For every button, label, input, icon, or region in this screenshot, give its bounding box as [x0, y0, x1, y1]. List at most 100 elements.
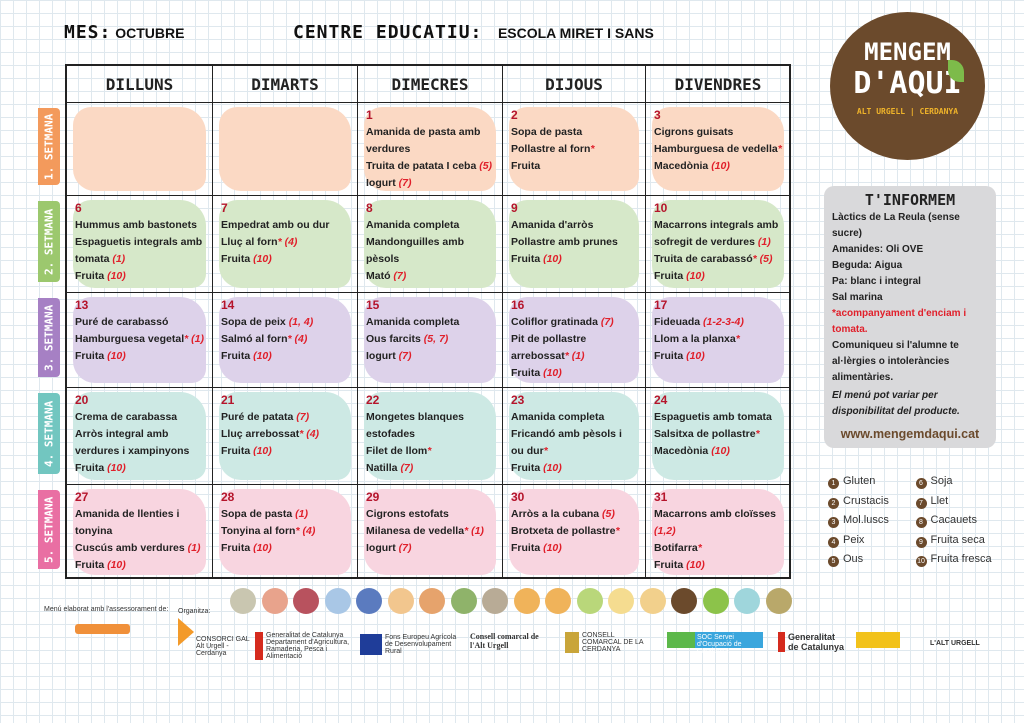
cell-background	[652, 107, 784, 191]
day-cell	[67, 102, 213, 195]
day-header: DILLUNS	[67, 66, 213, 102]
website-link[interactable]: www.mengemdaqui.cat	[840, 427, 980, 441]
dish: Macarrons integrals amb sofregit de verd…	[654, 219, 779, 248]
day-number: 27	[75, 490, 89, 504]
cell-background	[652, 489, 784, 575]
week-label: 2. SETMANA	[38, 201, 60, 282]
cell-background	[219, 489, 351, 575]
food-category-icon	[356, 588, 382, 614]
dish: Mandonguilles amb pèsols	[366, 236, 465, 265]
day-header: DIMARTS	[213, 66, 358, 102]
dish: Sopa de pasta (1)	[221, 508, 308, 520]
food-category-icon	[230, 588, 256, 614]
dish: Pollastre al forn*	[511, 143, 595, 155]
allergen-mark: *	[777, 143, 782, 155]
day-number: 21	[221, 393, 235, 407]
day-number: 29	[366, 490, 380, 504]
day-cell: 8 Amanida completa Mandonguilles amb pèsol…	[358, 195, 503, 292]
dish: Mongetes blanques estofades	[366, 411, 465, 440]
day-cell: 10 Macarrons integrals amb sofregit de ve…	[646, 195, 791, 292]
allergen-number-icon: 3	[828, 517, 839, 528]
allergen-number-icon: 7	[915, 497, 927, 509]
consorci-gal-logo	[178, 618, 194, 646]
allergen-number-icon: 6	[915, 478, 927, 489]
day-number: 31	[654, 490, 668, 504]
dish: Crema de carabassa	[75, 411, 178, 423]
cell-background	[652, 297, 784, 383]
cell-background	[219, 107, 351, 191]
cell-background	[73, 107, 206, 191]
allergen-mark: (10)	[253, 445, 272, 457]
allergen-mark: (1)	[112, 253, 126, 265]
dish: Fruita (10)	[654, 559, 705, 571]
dish: Fruita (10)	[75, 559, 126, 571]
centre-header: CENTRE EDUCATIU: ESCOLA MIRET I SANS	[293, 22, 654, 43]
dish: Iogurt (7)	[366, 350, 412, 362]
cell-background	[509, 200, 639, 288]
allergen-mark: (1)	[295, 508, 308, 520]
advisor-signature-logo	[75, 624, 130, 634]
food-category-icon	[261, 588, 288, 614]
allergen-mark: (7)	[393, 270, 407, 282]
food-category-icon	[324, 588, 351, 614]
day-header: DIVENDRES	[646, 66, 791, 102]
allergen-mark: (1)	[757, 236, 771, 248]
day-cell: 14 Sopa de peix (1, 4) Salmó al forn* (4) F…	[213, 292, 358, 387]
allergen-mark: (7)	[398, 350, 412, 362]
food-category-icon	[702, 588, 729, 614]
cell-background	[73, 392, 206, 480]
dish: Iogurt (7)	[366, 542, 412, 554]
allergen-item: 8 Cacauets	[915, 511, 1004, 531]
cell-background	[219, 392, 351, 480]
allergen-mark: (5, 7)	[423, 333, 449, 345]
allergen-mark: (7)	[400, 462, 414, 474]
cell-background	[509, 489, 639, 575]
cell-background	[364, 200, 496, 288]
dish: Truita de patata I ceba (5)	[366, 160, 493, 172]
day-number: 24	[654, 393, 668, 407]
dish: Fruita (10)	[221, 253, 272, 265]
allergen-mark: (10)	[253, 253, 272, 265]
day-header: DIJOUS	[503, 66, 646, 102]
allergen-mark: * (4)	[287, 333, 308, 345]
allergen-item: 7 Llet	[915, 492, 1004, 512]
allergen-mark: (10)	[686, 559, 705, 571]
day-number: 14	[221, 298, 235, 312]
allergen-item: 4 Peix	[828, 531, 916, 551]
allergen-mark: * (5)	[752, 253, 773, 265]
cell-background	[509, 297, 639, 383]
dish: Fruita (10)	[221, 445, 272, 457]
cell-background	[73, 489, 206, 575]
allergen-mark: (10)	[107, 350, 126, 362]
allergen-mark: *	[590, 143, 595, 155]
dish: Arròs integral amb verdures i xampinyons	[75, 428, 190, 457]
day-cell: 7 Empedrat amb ou dur Lluç al forn* (4) Fru…	[213, 195, 358, 292]
food-category-icon	[671, 588, 697, 614]
day-number: 7	[221, 201, 228, 215]
allergen-number-icon: 5	[828, 556, 839, 567]
day-cell: 9 Amanida d'arròs Pollastre amb prunes Frui…	[503, 195, 646, 292]
allergen-mark: *	[615, 525, 620, 537]
allergen-mark: * (4)	[299, 428, 320, 440]
dish: Amanida completa	[366, 316, 460, 328]
food-category-icon	[639, 588, 666, 614]
dish: Arròs a la cubana (5)	[511, 508, 615, 520]
info-box: T'INFORMEM Làctics de La Reula (sense su…	[824, 186, 996, 448]
dish: Brotxeta de pollastre*	[511, 525, 620, 537]
allergen-mark: * (4)	[277, 236, 298, 248]
dish: Llom a la planxa*	[654, 333, 740, 345]
day-number: 1	[366, 108, 373, 122]
allergen-mark: * (1)	[564, 350, 585, 362]
dish: Empedrat amb ou dur	[221, 219, 330, 231]
week-label: 5. SETMANA	[38, 490, 60, 569]
allergen-number-icon: 4	[828, 536, 839, 548]
dish: Fruita	[511, 160, 541, 172]
dish: Amanida completa	[366, 219, 460, 231]
allergen-mark: (7)	[296, 411, 310, 423]
allergen-mark: (1)	[187, 542, 201, 554]
cell-background	[73, 297, 206, 383]
dish: Fruita (10)	[221, 350, 272, 362]
leaf-icon	[948, 60, 964, 82]
dish: Natilla (7)	[366, 462, 414, 474]
dish: Hamburguesa vegetal* (1)	[75, 333, 204, 345]
